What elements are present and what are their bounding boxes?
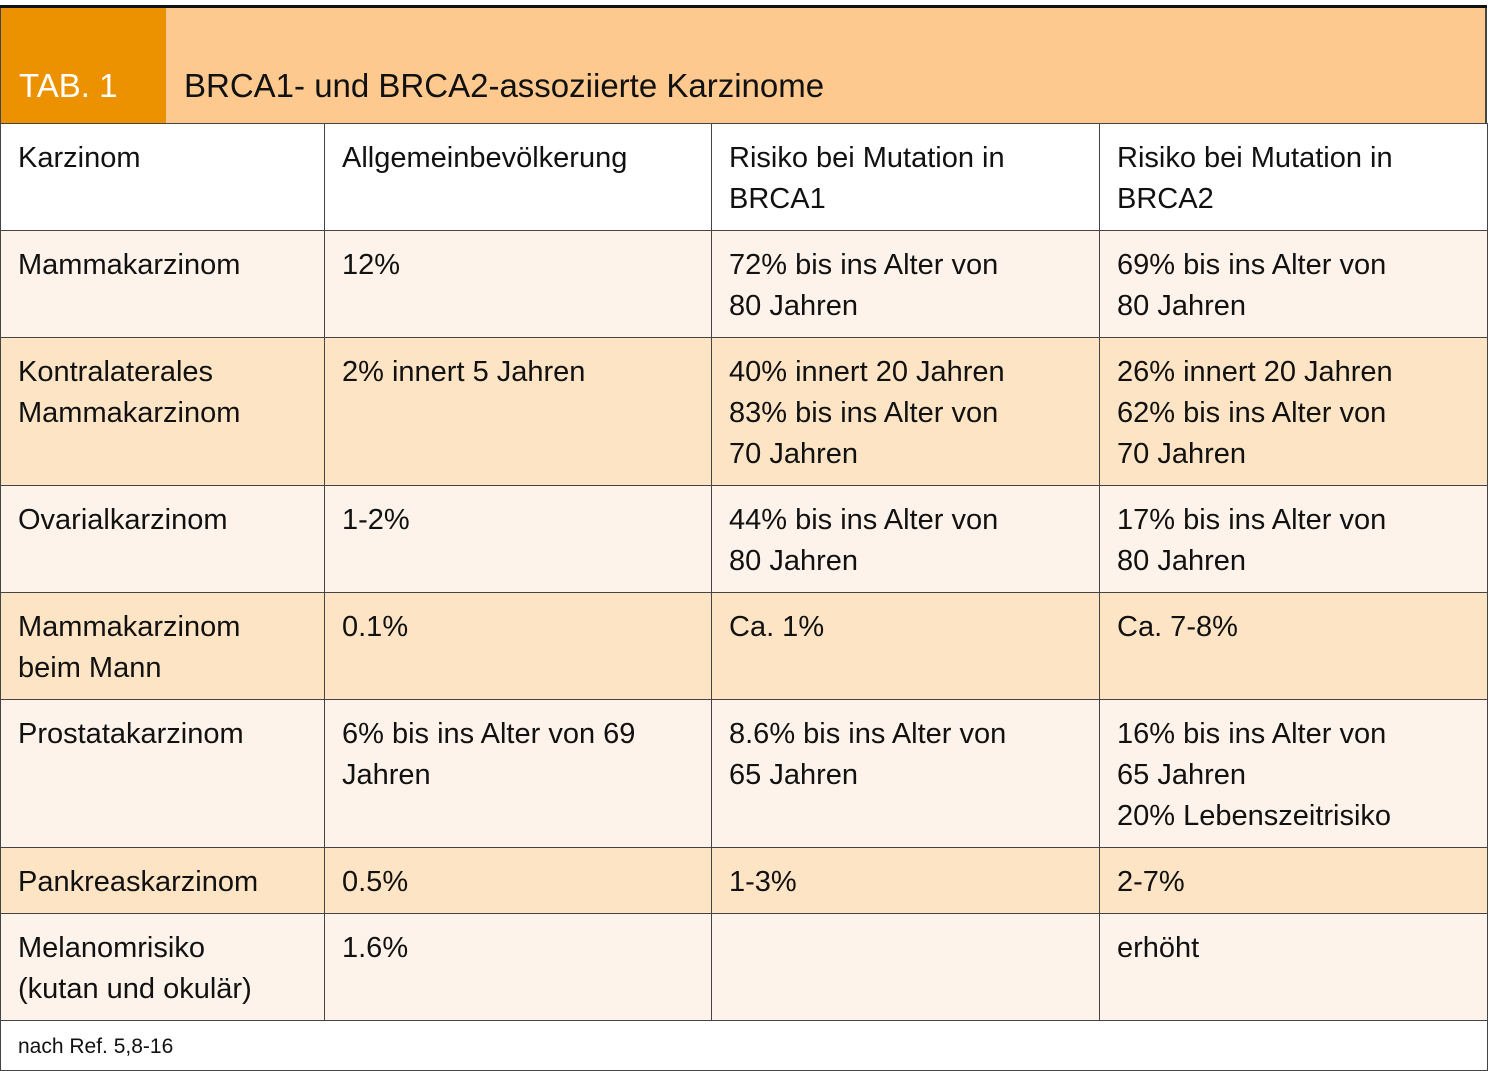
column-header: Karzinom <box>0 123 325 231</box>
table-cell: Mammakarzinom <box>0 230 325 338</box>
table-cell: Mammakarzinom beim Mann <box>0 592 325 700</box>
table-cell: 69% bis ins Alter von 80 Jahren <box>1099 230 1488 338</box>
table-cell: 1-2% <box>324 485 712 593</box>
brca-table: Karzinom Allgemeinbevölkerung Risiko bei… <box>0 123 1488 1071</box>
table-cell: 17% bis ins Alter von 80 Jahren <box>1099 485 1488 593</box>
table-cell: 2-7% <box>1099 847 1488 914</box>
table-cell: 1-3% <box>711 847 1100 914</box>
table-row: Kontralaterales Mammakarzinom 2% innert 5… <box>0 337 1488 486</box>
column-header: Risiko bei Mutation in BRCA1 <box>711 123 1100 231</box>
table-container: TAB. 1 BRCA1- und BRCA2-assoziierte Karz… <box>0 5 1488 1071</box>
table-row: Mammakarzinom 12% 72% bis ins Alter von 80… <box>0 230 1488 338</box>
table-cell: 12% <box>324 230 712 338</box>
table-cell: Kontralaterales Mammakarzinom <box>0 337 325 486</box>
table-row: Melanomrisiko (kutan und okulär) 1.6% erhö… <box>0 913 1488 1021</box>
table-cell: 1.6% <box>324 913 712 1021</box>
table-cell: Ca. 1% <box>711 592 1100 700</box>
table-cell: 40% innert 20 Jahren 83% bis ins Alter v… <box>711 337 1100 486</box>
table-cell: 16% bis ins Alter von 65 Jahren 20% Lebe… <box>1099 699 1488 848</box>
table-cell: 8.6% bis ins Alter von 65 Jahren <box>711 699 1100 848</box>
table-cell <box>711 913 1100 1021</box>
table-cell: 44% bis ins Alter von 80 Jahren <box>711 485 1100 593</box>
table-cell: 0.5% <box>324 847 712 914</box>
table-row: Mammakarzinom beim Mann 0.1% Ca. 1% Ca. 7-8… <box>0 592 1488 700</box>
table-cell: 72% bis ins Alter von 80 Jahren <box>711 230 1100 338</box>
table-row: Pankreaskarzinom 0.5% 1-3% 2-7% <box>0 847 1488 914</box>
footnote-row: nach Ref. 5,8-16 <box>0 1020 1488 1071</box>
column-header: Risiko bei Mutation in BRCA2 <box>1099 123 1488 231</box>
table-cell: 26% innert 20 Jahren 62% bis ins Alter v… <box>1099 337 1488 486</box>
table-row: Ovarialkarzinom 1-2% 44% bis ins Alter von… <box>0 485 1488 593</box>
column-header-row: Karzinom Allgemeinbevölkerung Risiko bei… <box>0 123 1488 231</box>
table-cell: Ca. 7-8% <box>1099 592 1488 700</box>
table-cell: Melanomrisiko (kutan und okulär) <box>0 913 325 1021</box>
footnote: nach Ref. 5,8-16 <box>0 1020 1488 1071</box>
table-number: TAB. 1 <box>1 8 166 123</box>
table-cell: erhöht <box>1099 913 1488 1021</box>
table-title: BRCA1- und BRCA2-assoziierte Karzinome <box>166 8 1485 123</box>
table-cell: 6% bis ins Alter von 69 Jahren <box>324 699 712 848</box>
table-cell: Pankreaskarzinom <box>0 847 325 914</box>
table-row: Prostatakarzinom 6% bis ins Alter von 69 … <box>0 699 1488 848</box>
table-cell: Prostatakarzinom <box>0 699 325 848</box>
table-cell: 0.1% <box>324 592 712 700</box>
column-header: Allgemeinbevölkerung <box>324 123 712 231</box>
table-cell: Ovarialkarzinom <box>0 485 325 593</box>
table-cell: 2% innert 5 Jahren <box>324 337 712 486</box>
table-header: TAB. 1 BRCA1- und BRCA2-assoziierte Karz… <box>0 8 1487 123</box>
